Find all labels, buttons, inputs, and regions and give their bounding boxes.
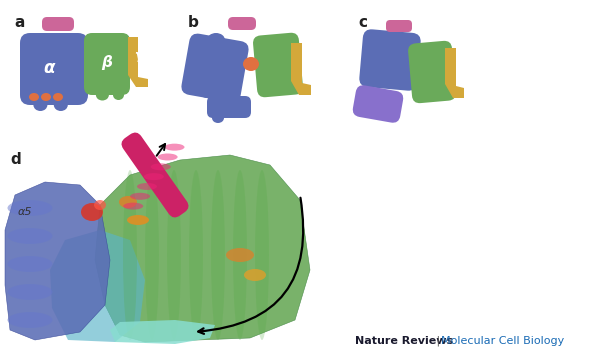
Ellipse shape	[409, 81, 421, 91]
FancyBboxPatch shape	[353, 85, 403, 123]
Polygon shape	[291, 43, 311, 95]
Ellipse shape	[7, 200, 53, 216]
Text: γ: γ	[134, 49, 142, 62]
Ellipse shape	[7, 256, 53, 272]
Ellipse shape	[158, 153, 178, 161]
Text: Nature Reviews: Nature Reviews	[355, 336, 453, 346]
Ellipse shape	[398, 77, 412, 87]
Ellipse shape	[200, 86, 214, 98]
Ellipse shape	[226, 248, 254, 262]
Ellipse shape	[144, 173, 164, 180]
Ellipse shape	[387, 27, 403, 39]
Ellipse shape	[233, 170, 247, 340]
Ellipse shape	[127, 215, 149, 225]
Ellipse shape	[96, 90, 109, 100]
Ellipse shape	[81, 203, 103, 221]
Ellipse shape	[167, 170, 181, 340]
FancyBboxPatch shape	[386, 20, 412, 32]
Text: a: a	[14, 15, 25, 30]
Ellipse shape	[77, 54, 91, 67]
Ellipse shape	[123, 170, 137, 340]
FancyBboxPatch shape	[408, 41, 456, 103]
FancyBboxPatch shape	[207, 96, 251, 118]
Ellipse shape	[29, 93, 39, 101]
Ellipse shape	[207, 33, 225, 47]
Ellipse shape	[137, 183, 157, 190]
Ellipse shape	[412, 49, 424, 59]
Ellipse shape	[54, 99, 68, 111]
Polygon shape	[128, 37, 148, 87]
Ellipse shape	[94, 200, 106, 210]
Ellipse shape	[151, 163, 171, 170]
Polygon shape	[50, 230, 145, 342]
Ellipse shape	[243, 57, 259, 71]
Ellipse shape	[221, 90, 235, 102]
Ellipse shape	[255, 170, 269, 340]
Ellipse shape	[113, 90, 124, 100]
Ellipse shape	[7, 312, 53, 328]
Ellipse shape	[377, 72, 389, 84]
Polygon shape	[110, 320, 215, 344]
Text: |: |	[433, 336, 443, 346]
Polygon shape	[445, 48, 464, 98]
Text: c: c	[358, 15, 367, 30]
Ellipse shape	[211, 170, 225, 340]
Ellipse shape	[145, 170, 159, 340]
Text: α5: α5	[18, 207, 32, 217]
FancyBboxPatch shape	[121, 132, 188, 217]
FancyBboxPatch shape	[253, 33, 303, 97]
FancyBboxPatch shape	[359, 29, 421, 91]
Ellipse shape	[80, 58, 96, 72]
Ellipse shape	[34, 99, 47, 111]
Ellipse shape	[244, 269, 266, 281]
Text: b: b	[188, 15, 199, 30]
Ellipse shape	[53, 93, 63, 101]
FancyBboxPatch shape	[228, 17, 256, 30]
FancyBboxPatch shape	[42, 17, 74, 31]
Text: α: α	[43, 59, 54, 77]
Text: Molecular Cell Biology: Molecular Cell Biology	[441, 336, 564, 346]
Polygon shape	[95, 155, 310, 342]
Ellipse shape	[7, 228, 53, 244]
Ellipse shape	[7, 284, 53, 300]
Text: d: d	[10, 152, 21, 167]
Ellipse shape	[259, 77, 271, 87]
Polygon shape	[5, 182, 110, 340]
Ellipse shape	[130, 193, 150, 200]
Ellipse shape	[123, 203, 143, 210]
FancyBboxPatch shape	[181, 33, 248, 102]
Ellipse shape	[212, 113, 224, 123]
FancyBboxPatch shape	[20, 33, 88, 105]
Ellipse shape	[164, 144, 185, 150]
Ellipse shape	[189, 170, 203, 340]
Ellipse shape	[41, 93, 51, 101]
Ellipse shape	[119, 196, 137, 208]
FancyBboxPatch shape	[84, 33, 130, 95]
Ellipse shape	[263, 40, 277, 52]
Text: β: β	[101, 55, 112, 70]
